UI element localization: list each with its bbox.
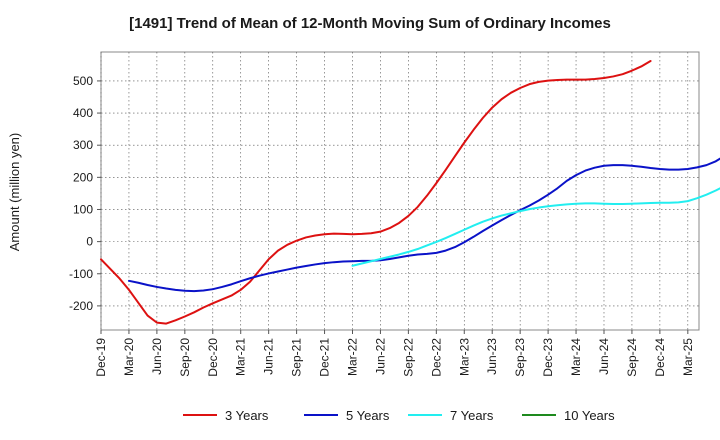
- x-tick-label: Sep-24: [625, 338, 639, 377]
- y-tick-label: 200: [73, 170, 93, 184]
- x-tick-label: Jun-20: [150, 338, 164, 375]
- x-tick-label: Jun-24: [597, 338, 611, 375]
- y-axis-ticks: -200 -100 0 100 200 300 400 500: [69, 74, 101, 313]
- legend-item-3-years: 3 Years: [183, 408, 269, 423]
- y-axis-label: Amount (million yen): [7, 133, 22, 252]
- legend-item-5-years: 5 Years: [304, 408, 390, 423]
- x-tick-label: Jun-23: [485, 338, 499, 375]
- series-line-3-years: [100, 60, 652, 325]
- x-tick-label: Mar-22: [345, 338, 359, 376]
- x-tick-label: Dec-23: [541, 338, 555, 377]
- y-tick-label: 500: [73, 74, 93, 88]
- legend-item-7-years: 7 Years: [408, 408, 494, 423]
- x-tick-label: Mar-24: [569, 338, 583, 376]
- legend-item-10-years: 10 Years: [522, 408, 615, 423]
- x-tick-label: Jun-22: [373, 338, 387, 375]
- y-tick-label: 400: [73, 106, 93, 120]
- legend-label: 10 Years: [564, 408, 615, 423]
- x-axis-ticks: Dec-19 Mar-20 Jun-20 Sep-20 Dec-20 Mar-21 Jun-…: [94, 330, 695, 377]
- chart-title: [1491] Trend of Mean of 12-Month Moving …: [129, 15, 611, 32]
- y-tick-label: 0: [86, 235, 93, 249]
- legend-label: 5 Years: [346, 408, 390, 423]
- x-tick-label: Dec-20: [206, 338, 220, 377]
- x-tick-label: Mar-23: [457, 338, 471, 376]
- x-tick-label: Dec-22: [429, 338, 443, 377]
- series-line-7-years: [351, 187, 720, 267]
- x-tick-label: Sep-20: [178, 338, 192, 377]
- x-tick-label: Mar-20: [122, 338, 136, 376]
- plot-area: [100, 51, 700, 331]
- x-tick-label: Sep-23: [513, 338, 527, 377]
- x-tick-label: Sep-21: [290, 338, 304, 377]
- legend: 3 Years 5 Years 7 Years 10 Years: [183, 408, 615, 423]
- x-tick-label: Dec-24: [653, 338, 667, 377]
- legend-label: 7 Years: [450, 408, 494, 423]
- y-tick-label: -200: [69, 299, 93, 313]
- x-tick-label: Mar-21: [234, 338, 248, 376]
- y-tick-label: -100: [69, 267, 93, 281]
- x-tick-label: Mar-25: [681, 338, 695, 376]
- legend-label: 3 Years: [225, 408, 269, 423]
- x-tick-label: Dec-19: [94, 338, 108, 377]
- y-tick-label: 100: [73, 202, 93, 216]
- y-tick-label: 300: [73, 138, 93, 152]
- series-lines: [100, 60, 720, 325]
- x-tick-label: Sep-22: [401, 338, 415, 377]
- series-line-5-years: [127, 157, 720, 293]
- x-tick-label: Dec-21: [318, 338, 332, 377]
- x-tick-label: Jun-21: [262, 338, 276, 375]
